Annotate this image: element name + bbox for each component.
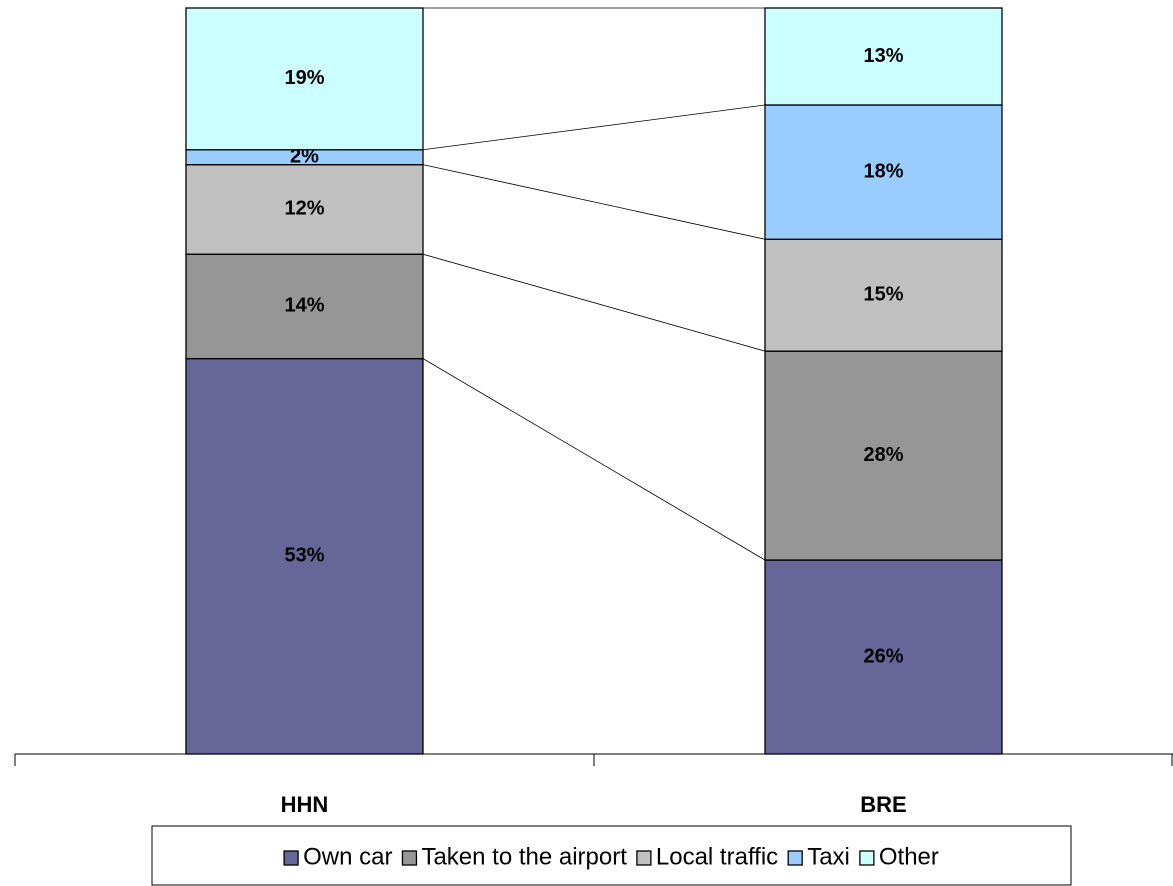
legend-swatch — [636, 850, 652, 866]
data-label: 12% — [284, 198, 324, 220]
data-label: 26% — [863, 645, 903, 667]
bar-segment — [185, 253, 424, 360]
bar-segment — [764, 350, 1003, 561]
legend-swatch — [401, 850, 418, 866]
legend-swatch — [283, 850, 299, 866]
legend-swatch — [787, 850, 803, 866]
bar-segment — [185, 7, 424, 151]
legend-label: Taken to the airport — [421, 843, 627, 870]
connector-line — [422, 164, 766, 240]
connector-line — [422, 358, 766, 561]
legend-label: Taxi — [807, 843, 850, 870]
data-label: 28% — [863, 444, 903, 466]
bar-segment — [185, 357, 424, 755]
legend-label: Local traffic — [656, 843, 778, 870]
data-label: 53% — [284, 545, 324, 567]
connector-line — [422, 253, 766, 352]
data-label: 14% — [284, 295, 324, 317]
data-label: 18% — [863, 160, 903, 182]
data-label: 13% — [863, 45, 903, 67]
data-label: 19% — [284, 67, 324, 89]
legend: Own car Taken to the airport Local traffic… — [151, 825, 1072, 886]
legend-box — [151, 825, 1072, 886]
bar-segment — [764, 238, 1003, 352]
legend-label: Other — [879, 843, 939, 870]
legend-swatch — [859, 850, 875, 866]
x-tick-label: BRE — [860, 792, 906, 817]
legend-label: Own car — [303, 843, 392, 870]
bar-segment — [764, 7, 1003, 106]
data-label: 15% — [863, 283, 903, 305]
data-label: 2% — [290, 145, 319, 167]
x-tick-label: HHN — [281, 792, 329, 817]
connector-line — [422, 104, 766, 151]
